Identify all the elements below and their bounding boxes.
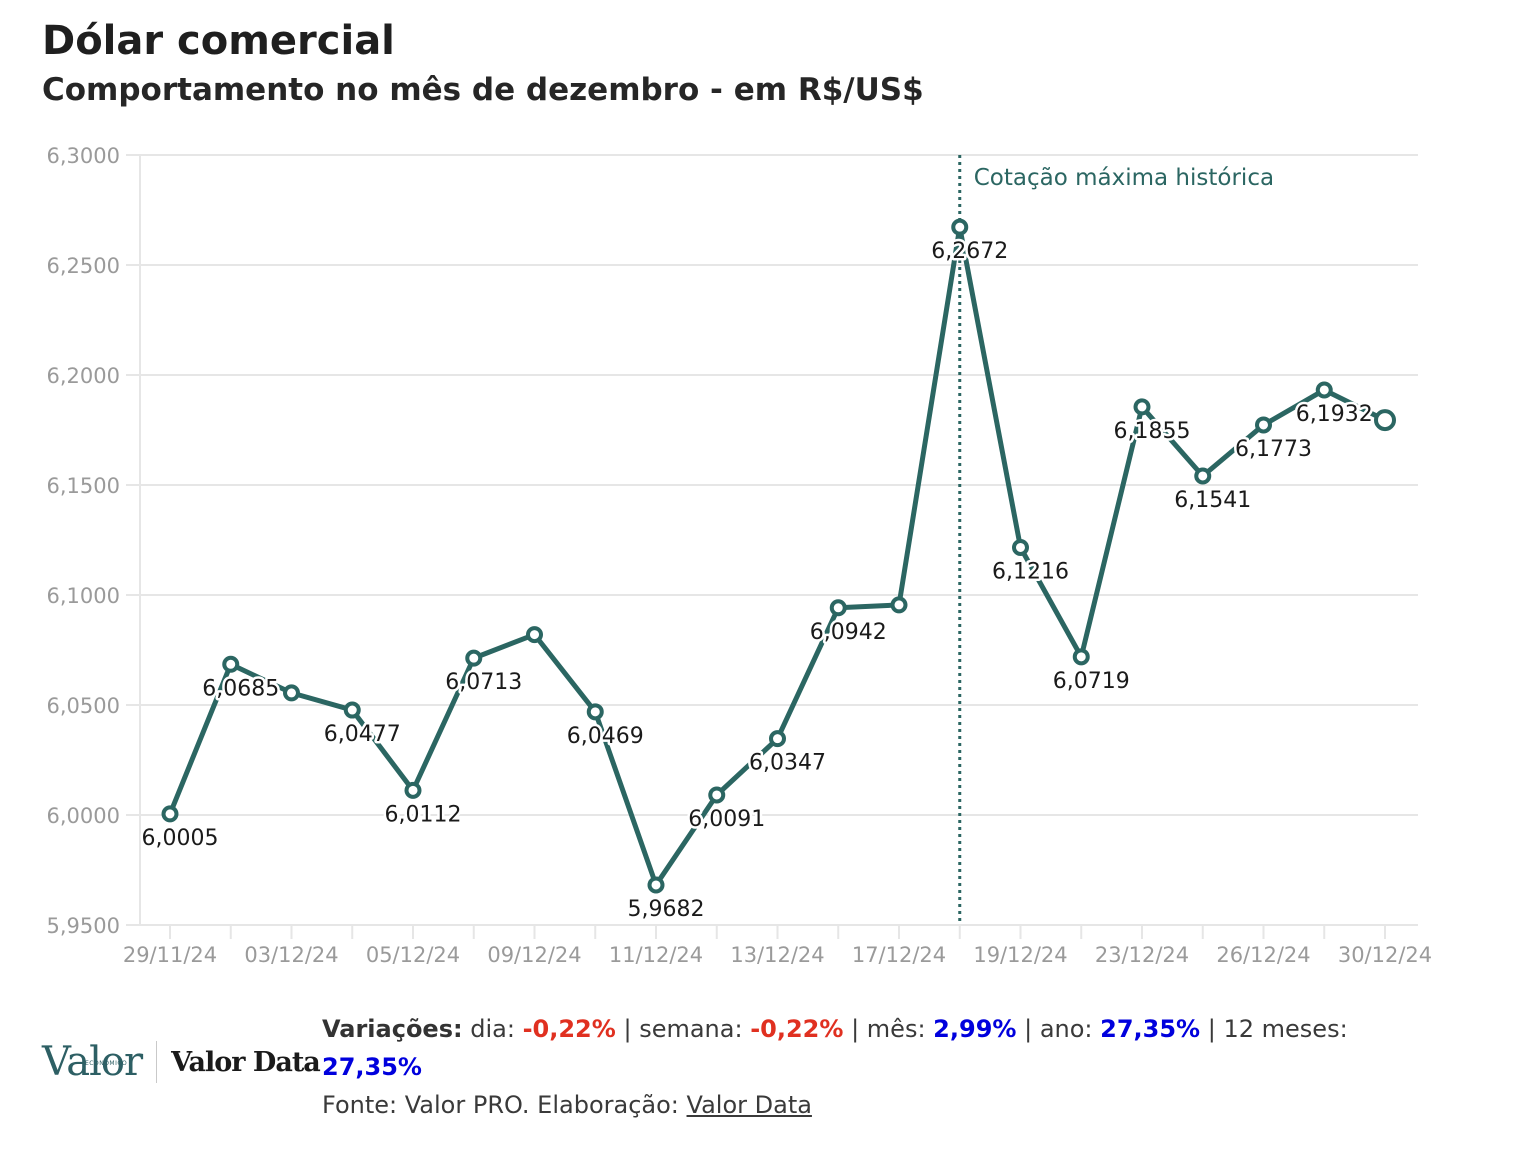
x-tick-label: 17/12/24 [852,943,946,967]
data-label: 6,0469 [567,724,644,749]
data-label: 6,0347 [749,751,826,776]
data-label-layer: 6,0005 6,0685 6,0477 6,0112 6,0713 6,0469 5,96… [139,237,1375,925]
data-point [1374,409,1396,432]
mes-label: mês: [866,1015,926,1043]
semana-value: -0,22% [750,1015,844,1043]
data-point [586,703,604,721]
data-label: 6,1855 [1114,419,1191,444]
data-point [1194,467,1212,485]
valor-data-logo: Valor Data [171,1046,321,1078]
data-label: 6,0942 [810,620,887,645]
data-label: 5,9682 [628,897,705,922]
y-tick-label: 6,0000 [47,804,120,828]
ano-value: 27,35% [1100,1015,1201,1043]
x-tick-label: 26/12/24 [1216,943,1310,967]
x-tick-label: 05/12/24 [366,943,460,967]
y-tick-label: 6,1000 [47,584,120,608]
x-tick-label: 13/12/24 [730,943,824,967]
data-label: 6,2672 [931,239,1008,264]
data-label: 6,0713 [445,670,522,695]
data-point [708,786,726,804]
data-label: 6,0477 [324,722,401,747]
meses12-label: 12 meses: [1223,1015,1348,1043]
data-point [1315,381,1333,399]
source-line: Fonte: Valor PRO. Elaboração: Valor Data [322,1086,1442,1124]
source-link[interactable]: Valor Data [686,1091,812,1119]
ano-label: ano: [1039,1015,1093,1043]
data-point [829,599,847,617]
grid-layer [126,154,1418,926]
data-point [465,649,483,667]
annotation-layer: Cotação máxima histórica [958,155,1274,925]
variations-line: Variações: dia: -0,22% | semana: -0,22% … [322,1010,1442,1086]
data-point [890,596,908,614]
line-chart: 6,3000 6,2500 6,2000 6,1500 6,1000 6,0500 6,00… [47,144,1433,967]
data-label: 6,0685 [202,676,279,701]
data-label: 6,1932 [1296,402,1373,427]
y-tick-label: 6,3000 [47,144,120,168]
x-tick-label: 29/11/24 [123,943,217,967]
data-point [222,655,240,673]
meses12-value: 27,35% [322,1053,422,1081]
data-point [1133,398,1151,416]
data-label: 6,0719 [1053,669,1130,694]
y-tick-label: 5,9500 [47,914,120,938]
valor-logo: ECONÔMICO Valor [42,1040,156,1084]
chart-subtitle: Comportamento no mês de dezembro - em R$… [42,72,924,108]
x-tick-label: 19/12/24 [973,943,1067,967]
y-tick-label: 6,2500 [47,254,120,278]
y-tick-label: 6,2000 [47,364,120,388]
separator: | [623,1015,632,1043]
axis-layer: 6,3000 6,2500 6,2000 6,1500 6,1000 6,0500 6,00… [47,144,1433,967]
data-point [404,781,422,799]
dia-label: dia: [470,1015,515,1043]
logos: ECONÔMICO Valor Valor Data [42,1040,321,1084]
data-label: 6,1541 [1174,488,1251,513]
y-tick-label: 6,1500 [47,474,120,498]
data-point [161,805,179,823]
variations-label: Variações: [322,1015,463,1043]
separator: | [851,1015,860,1043]
separator: | [1024,1015,1033,1043]
dia-value: -0,22% [522,1015,616,1043]
x-tick-label: 30/12/24 [1338,943,1432,967]
data-point [1255,416,1272,434]
data-point [526,626,543,644]
chart-title: Dólar comercial [42,18,395,64]
x-tick-label: 11/12/24 [609,943,703,967]
data-point [1072,648,1090,666]
source-text: Fonte: Valor PRO. Elaboração: [322,1091,679,1119]
semana-label: semana: [639,1015,743,1043]
data-point [951,218,969,236]
valor-logo-text: Valor [42,1039,143,1085]
annotation-label: Cotação máxima histórica [974,165,1274,191]
data-label: 6,0005 [142,826,219,851]
data-point [647,876,665,894]
data-point [769,730,786,748]
chart-footer: Variações: dia: -0,22% | semana: -0,22% … [322,1010,1442,1124]
x-tick-label: 09/12/24 [487,943,581,967]
data-point [343,701,361,719]
series-line [167,224,1388,888]
data-label: 6,1216 [992,559,1069,584]
logo-divider [156,1041,158,1083]
x-tick-label: 23/12/24 [1095,943,1189,967]
series-layer [161,218,1396,894]
data-point [1012,538,1029,556]
data-label: 6,1773 [1235,437,1312,462]
mes-value: 2,99% [933,1015,1017,1043]
data-label: 6,0091 [688,807,765,832]
valor-logo-small-text: ECONÔMICO [85,1060,128,1067]
x-tick-label: 03/12/24 [244,943,338,967]
separator: | [1207,1015,1216,1043]
y-tick-label: 6,0500 [47,694,120,718]
data-point [283,684,300,702]
data-label: 6,0112 [385,802,462,827]
